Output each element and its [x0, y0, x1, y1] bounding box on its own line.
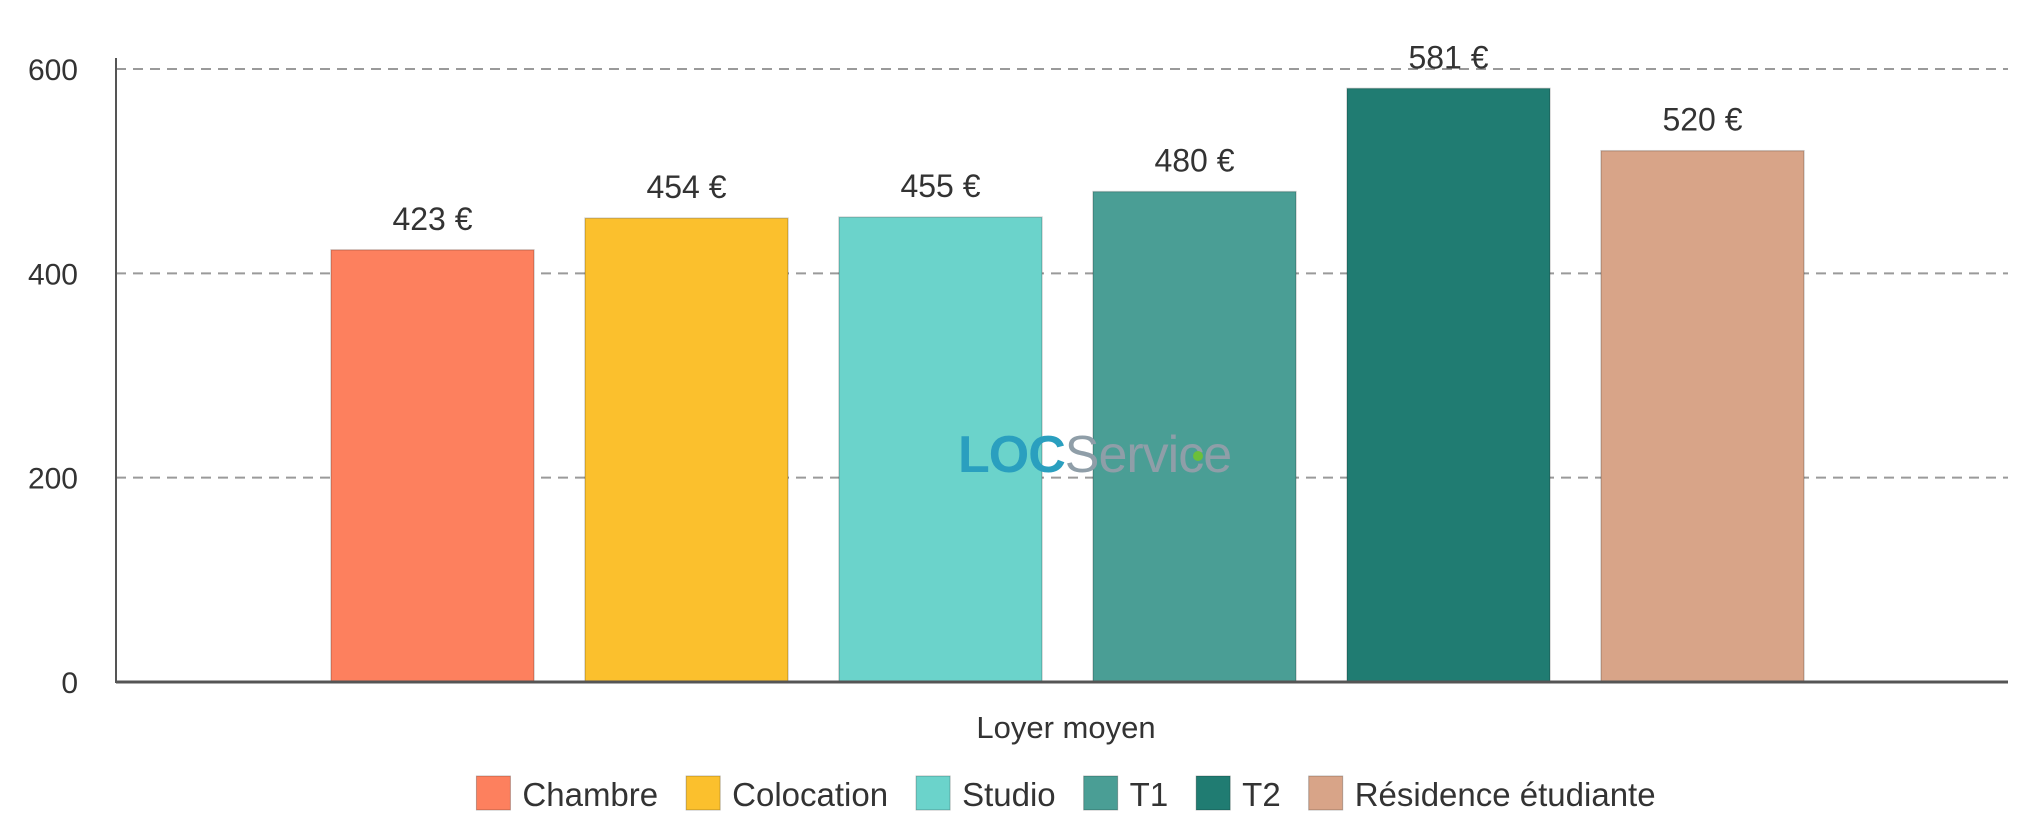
legend-label: Colocation — [732, 776, 888, 813]
bar-colocation[interactable] — [584, 217, 789, 683]
legend-item[interactable]: Colocation — [685, 775, 888, 813]
legend: Chambre Colocation Studio T1 T2 Résidence étu… — [475, 775, 1656, 813]
legend-label: Résidence étudiante — [1355, 776, 1656, 813]
legend-item[interactable]: Résidence étudiante — [1308, 775, 1656, 813]
bar-t1[interactable] — [1092, 190, 1297, 683]
legend-label: Studio — [962, 776, 1056, 813]
data-label: 454 € — [646, 169, 726, 205]
bars — [330, 87, 1805, 683]
legend-item[interactable]: T1 — [1083, 775, 1169, 813]
legend-item[interactable]: Chambre — [475, 775, 658, 813]
y-tick-label: 0 — [61, 667, 78, 700]
legend-swatch — [1308, 775, 1344, 811]
legend-label: T1 — [1130, 776, 1169, 813]
watermark-dot-icon — [1193, 451, 1203, 461]
legend-swatch — [1083, 775, 1119, 811]
legend-item[interactable]: Studio — [915, 775, 1056, 813]
watermark-service: Service — [1065, 426, 1231, 484]
watermark-logo: LOCService — [958, 426, 1232, 484]
svg-text:LOCService: LOCService — [958, 426, 1231, 484]
data-label: 520 € — [1662, 102, 1742, 138]
legend-swatch — [685, 775, 721, 811]
bar-chambre[interactable] — [330, 249, 535, 683]
data-labels: 423 € 454 € 455 € 480 € 581 € 520 € — [392, 39, 1742, 236]
axes — [115, 58, 2008, 684]
bar-r-sidence-tudiante[interactable] — [1600, 149, 1805, 683]
data-label: 455 € — [900, 168, 980, 204]
x-category-label: Loyer moyen — [976, 710, 1155, 745]
legend-swatch — [475, 775, 511, 811]
data-label: 423 € — [392, 201, 472, 237]
y-axis-ticks: 0 200 400 600 — [28, 54, 78, 700]
legend-item[interactable]: T2 — [1195, 775, 1281, 813]
y-tick-label: 200 — [28, 463, 78, 496]
y-tick-label: 600 — [28, 54, 78, 87]
watermark-loc: LOC — [958, 426, 1065, 484]
legend-swatch — [1195, 775, 1231, 811]
legend-label: T2 — [1242, 776, 1281, 813]
legend-label: Chambre — [522, 776, 658, 813]
y-tick-label: 400 — [28, 258, 78, 291]
data-label: 480 € — [1154, 143, 1234, 179]
bar-t2[interactable] — [1346, 87, 1551, 683]
legend-swatch — [915, 775, 951, 811]
data-label: 581 € — [1408, 39, 1488, 75]
category-labels: Loyer moyen — [976, 710, 1155, 745]
